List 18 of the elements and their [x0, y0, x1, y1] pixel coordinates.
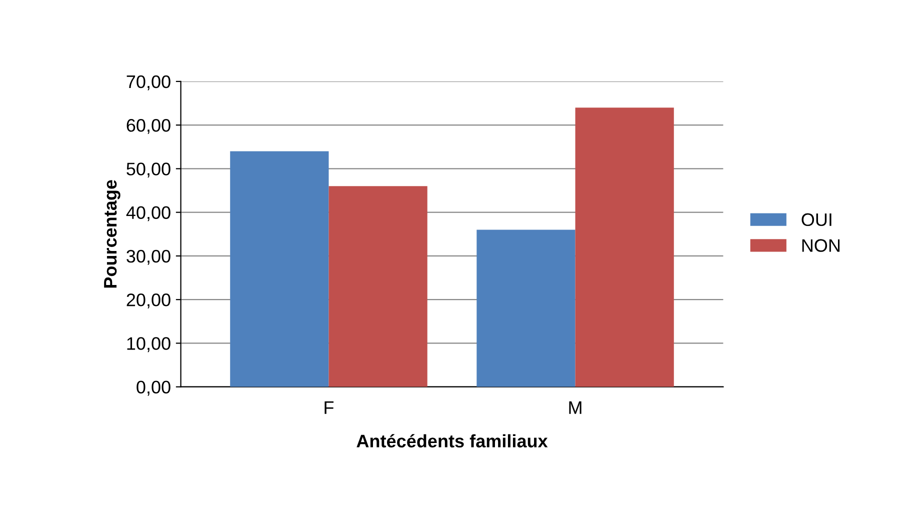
- y-tick-label: 0,00: [136, 380, 170, 396]
- bar: [230, 151, 329, 387]
- y-tick-label: 70,00: [126, 75, 170, 90]
- legend-label: OUI: [802, 213, 832, 226]
- x-tick-label: M: [569, 401, 582, 414]
- y-tick-label: 60,00: [126, 119, 170, 134]
- y-tick-label: 50,00: [126, 162, 170, 178]
- y-axis-title: Pourcentage: [104, 180, 120, 288]
- y-tick-label: 20,00: [126, 294, 170, 308]
- bar: [575, 108, 674, 387]
- y-tick-label: 30,00: [126, 250, 170, 265]
- legend-label: NON: [802, 239, 840, 252]
- bar: [328, 186, 428, 387]
- y-tick-label: 10,00: [127, 337, 170, 352]
- y-tick-label: 40,00: [126, 206, 170, 222]
- x-tick-label: F: [324, 401, 334, 414]
- x-axis-title: Antécédents familiaux: [356, 434, 548, 448]
- bar: [476, 230, 576, 387]
